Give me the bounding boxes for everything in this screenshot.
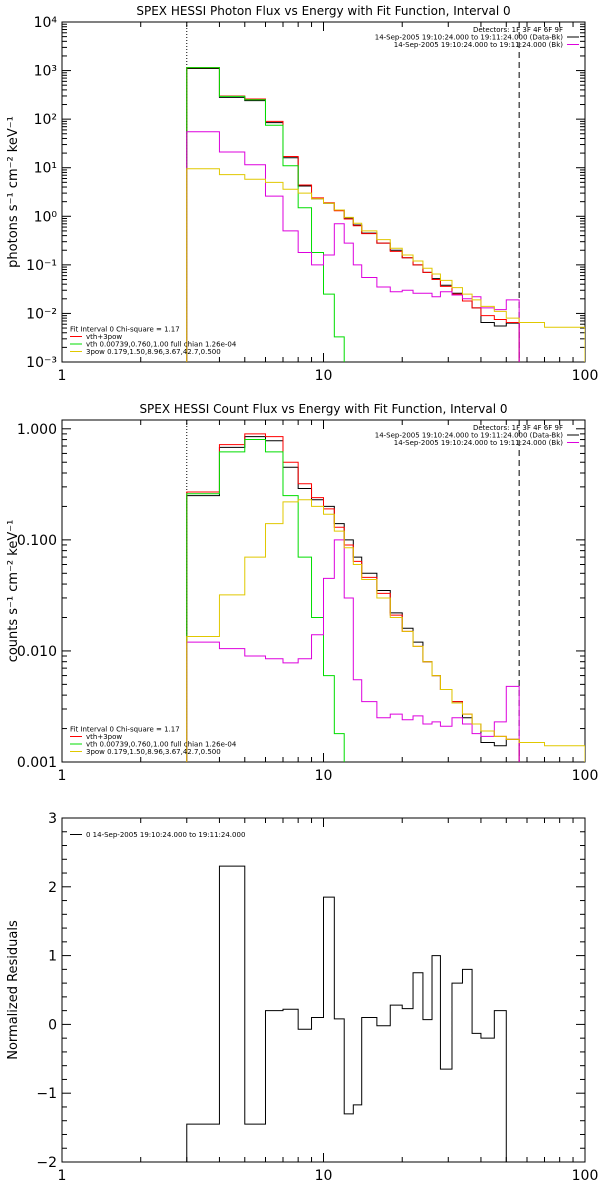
chart-title: SPEX HESSI Count Flux vs Energy with Fit… xyxy=(139,402,507,416)
y-tick-label: 10⁻³ xyxy=(26,355,57,371)
y-tick-label: 1.000 xyxy=(17,422,57,438)
chart-1: SPEX HESSI Count Flux vs Energy with Fit… xyxy=(6,402,599,784)
legend-left-entry: 3pow 0.179,1.50,8.96,3.67,42.7,0.500 xyxy=(86,348,221,356)
y-axis-label: counts s⁻¹ cm⁻² keV⁻¹ xyxy=(6,520,21,663)
legend-right-entry: 14-Sep-2005 19:10:24.000 to 19:11:24.000… xyxy=(394,439,564,447)
legend-right-entry: Detectors: 1F 3F 4F 6F 9F xyxy=(473,424,563,432)
series-yellow-line xyxy=(186,168,585,362)
legend-right-entry: 14-Sep-2005 19:10:24.000 to 19:11:24.000… xyxy=(375,432,564,440)
legend-right-entry: 14-Sep-2005 19:10:24.000 to 19:11:24.000… xyxy=(394,41,564,49)
legend-right-entry: Detectors: 1F 3F 4F 6F 9F xyxy=(473,26,563,34)
series-black-line xyxy=(186,865,520,1162)
y-tick-label: 10⁰ xyxy=(34,209,58,225)
series-red-line xyxy=(186,67,520,362)
y-tick-label: 10² xyxy=(34,112,57,128)
x-tick-label: 10 xyxy=(315,1168,333,1184)
series-yellow-line xyxy=(186,499,585,762)
x-tick-label: 100 xyxy=(572,1168,599,1184)
y-axis-label: Normalized Residuals xyxy=(6,920,21,1060)
y-tick-label: 0 xyxy=(48,1017,57,1033)
legend-left-entry: vth+3pow xyxy=(86,333,122,341)
chart-title: SPEX HESSI Photon Flux vs Energy with Fi… xyxy=(136,4,510,18)
plot-area xyxy=(186,865,520,1162)
legend-left-entry: 3pow 0.179,1.50,8.96,3.67,42.7,0.500 xyxy=(86,748,221,756)
y-tick-label: 1 xyxy=(48,949,57,965)
legend: 0 14-Sep-2005 19:10:24.000 to 19:11:24.0… xyxy=(70,831,245,839)
chart-2: Normalized Residuals 1 10 100 −2 −1 0 1 2 3 0 14-S… xyxy=(6,811,598,1184)
y-tick-label: 10⁻¹ xyxy=(26,258,57,274)
legend-left-entry: vth 0.00739,0.760,1.00 full chian 1.26e-… xyxy=(86,741,237,749)
legend-left-entry: vth 0.00739,0.760,1.00 full chian 1.26e-… xyxy=(86,341,237,349)
legend-right-entry: 14-Sep-2005 19:10:24.000 to 19:11:24.000… xyxy=(375,34,564,42)
chart-0: SPEX HESSI Photon Flux vs Energy with Fi… xyxy=(6,4,598,384)
series-magenta-line xyxy=(186,131,520,362)
x-tick-label: 100 xyxy=(572,768,599,784)
y-tick-label: 0.010 xyxy=(17,644,57,660)
series-magenta-line xyxy=(186,539,520,762)
x-tick-label: 10 xyxy=(315,768,333,784)
series-green-line xyxy=(186,439,345,762)
y-axis-label: photons s⁻¹ cm⁻² keV⁻¹ xyxy=(6,116,21,268)
plot-area xyxy=(186,22,585,362)
series-green-line xyxy=(186,67,345,362)
legend-left-entry: Fit Interval 0 Chi-square = 1.17 xyxy=(70,326,180,334)
y-tick-label: 10¹ xyxy=(34,161,57,177)
x-tick-label: 100 xyxy=(572,368,599,384)
y-tick-label: 10⁴ xyxy=(34,15,58,31)
legend-left-entry: vth+3pow xyxy=(86,733,122,741)
legend-left-entry: 0 14-Sep-2005 19:10:24.000 to 19:11:24.0… xyxy=(86,831,245,839)
y-tick-label: 10⁻² xyxy=(26,306,57,322)
y-tick-label: −1 xyxy=(36,1086,57,1102)
y-tick-label: 3 xyxy=(48,811,57,827)
y-tick-label: 10³ xyxy=(34,64,57,80)
legend-left-entry: Fit Interval 0 Chi-square = 1.17 xyxy=(70,726,180,734)
y-tick-label: 0.001 xyxy=(17,755,57,771)
plot-area xyxy=(186,420,585,762)
x-tick-label: 10 xyxy=(315,368,333,384)
x-tick-label: 1 xyxy=(58,1168,67,1184)
y-tick-label: −2 xyxy=(36,1155,57,1171)
y-tick-label: 0.100 xyxy=(17,533,57,549)
x-tick-label: 1 xyxy=(58,368,67,384)
x-tick-label: 1 xyxy=(58,768,67,784)
y-tick-label: 2 xyxy=(48,880,57,896)
